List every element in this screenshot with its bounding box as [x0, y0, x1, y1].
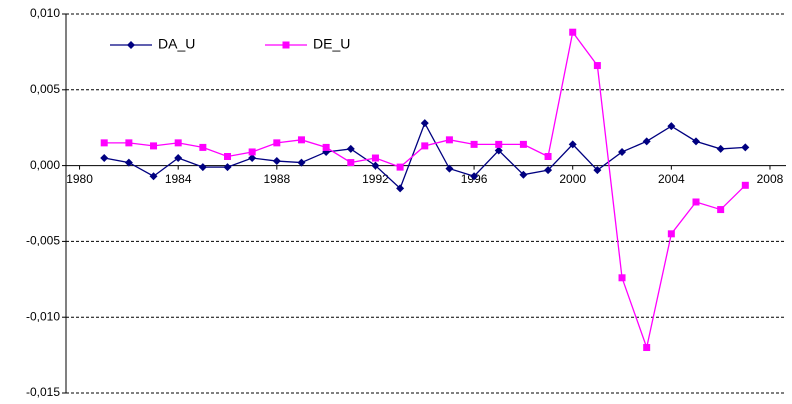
series-line — [104, 30, 746, 350]
point — [618, 274, 626, 282]
y-tick-label: 0,000 — [30, 158, 60, 172]
x-tick-label: 2000 — [559, 172, 586, 186]
legend-marker — [127, 41, 135, 49]
point — [273, 139, 281, 147]
point — [174, 154, 183, 163]
point — [347, 159, 355, 167]
point — [741, 181, 749, 189]
point — [494, 146, 503, 155]
y-tick-label: -0,005 — [26, 234, 60, 248]
point — [199, 143, 207, 151]
point — [667, 230, 675, 238]
point — [495, 140, 503, 148]
point — [692, 198, 700, 206]
series-line — [104, 121, 746, 190]
point — [618, 147, 627, 156]
point — [741, 143, 750, 152]
x-tick-label: 1980 — [66, 172, 93, 186]
point — [100, 139, 108, 147]
point — [174, 139, 182, 147]
legend-label: DA_U — [158, 36, 195, 52]
point — [248, 148, 256, 156]
point — [297, 158, 306, 167]
point — [346, 144, 355, 153]
point — [667, 122, 676, 131]
point — [420, 119, 429, 128]
point — [544, 153, 552, 161]
point — [593, 62, 601, 70]
point — [569, 28, 577, 36]
point — [371, 154, 379, 162]
point — [396, 184, 405, 193]
point — [421, 142, 429, 150]
point — [470, 172, 479, 181]
point — [371, 161, 380, 170]
point — [470, 140, 478, 148]
x-tick-label: 2008 — [757, 172, 784, 186]
point — [643, 344, 651, 352]
point — [717, 206, 725, 214]
point — [396, 163, 404, 171]
point — [544, 166, 553, 175]
point — [445, 164, 454, 173]
point — [642, 137, 651, 146]
point — [692, 137, 700, 146]
x-tick-label: 1984 — [165, 172, 192, 186]
point — [248, 154, 257, 163]
point — [124, 158, 133, 167]
point — [272, 157, 281, 166]
y-tick-label: -0,015 — [26, 385, 60, 399]
x-tick-label: 2004 — [658, 172, 685, 186]
legend-marker — [282, 41, 290, 49]
point — [297, 136, 305, 144]
point — [519, 170, 528, 179]
point — [150, 142, 158, 150]
point — [224, 153, 232, 161]
x-tick-label: 1988 — [263, 172, 290, 186]
y-tick-label: -0,010 — [26, 309, 60, 323]
point — [149, 172, 158, 181]
point — [322, 143, 330, 151]
point — [125, 139, 133, 147]
legend-label: DE_U — [313, 36, 350, 52]
x-tick-label: 1992 — [362, 172, 389, 186]
point — [519, 140, 527, 148]
y-tick-label: 0,005 — [30, 82, 60, 96]
point — [568, 140, 577, 149]
point — [223, 163, 232, 172]
point — [100, 154, 109, 163]
point — [716, 144, 725, 153]
point — [593, 166, 602, 175]
point — [198, 163, 207, 172]
y-tick-label: 0,010 — [30, 6, 60, 20]
point — [445, 136, 453, 144]
